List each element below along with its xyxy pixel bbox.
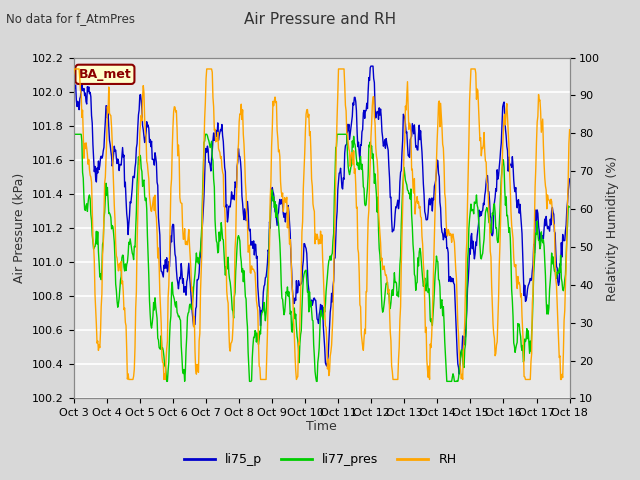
Y-axis label: Air Pressure (kPa): Air Pressure (kPa) [13, 173, 26, 283]
Text: BA_met: BA_met [79, 68, 131, 81]
Text: No data for f_AtmPres: No data for f_AtmPres [6, 12, 136, 25]
X-axis label: Time: Time [306, 420, 337, 432]
Legend: li75_p, li77_pres, RH: li75_p, li77_pres, RH [179, 448, 461, 471]
Y-axis label: Relativity Humidity (%): Relativity Humidity (%) [606, 156, 619, 300]
Text: Air Pressure and RH: Air Pressure and RH [244, 12, 396, 27]
